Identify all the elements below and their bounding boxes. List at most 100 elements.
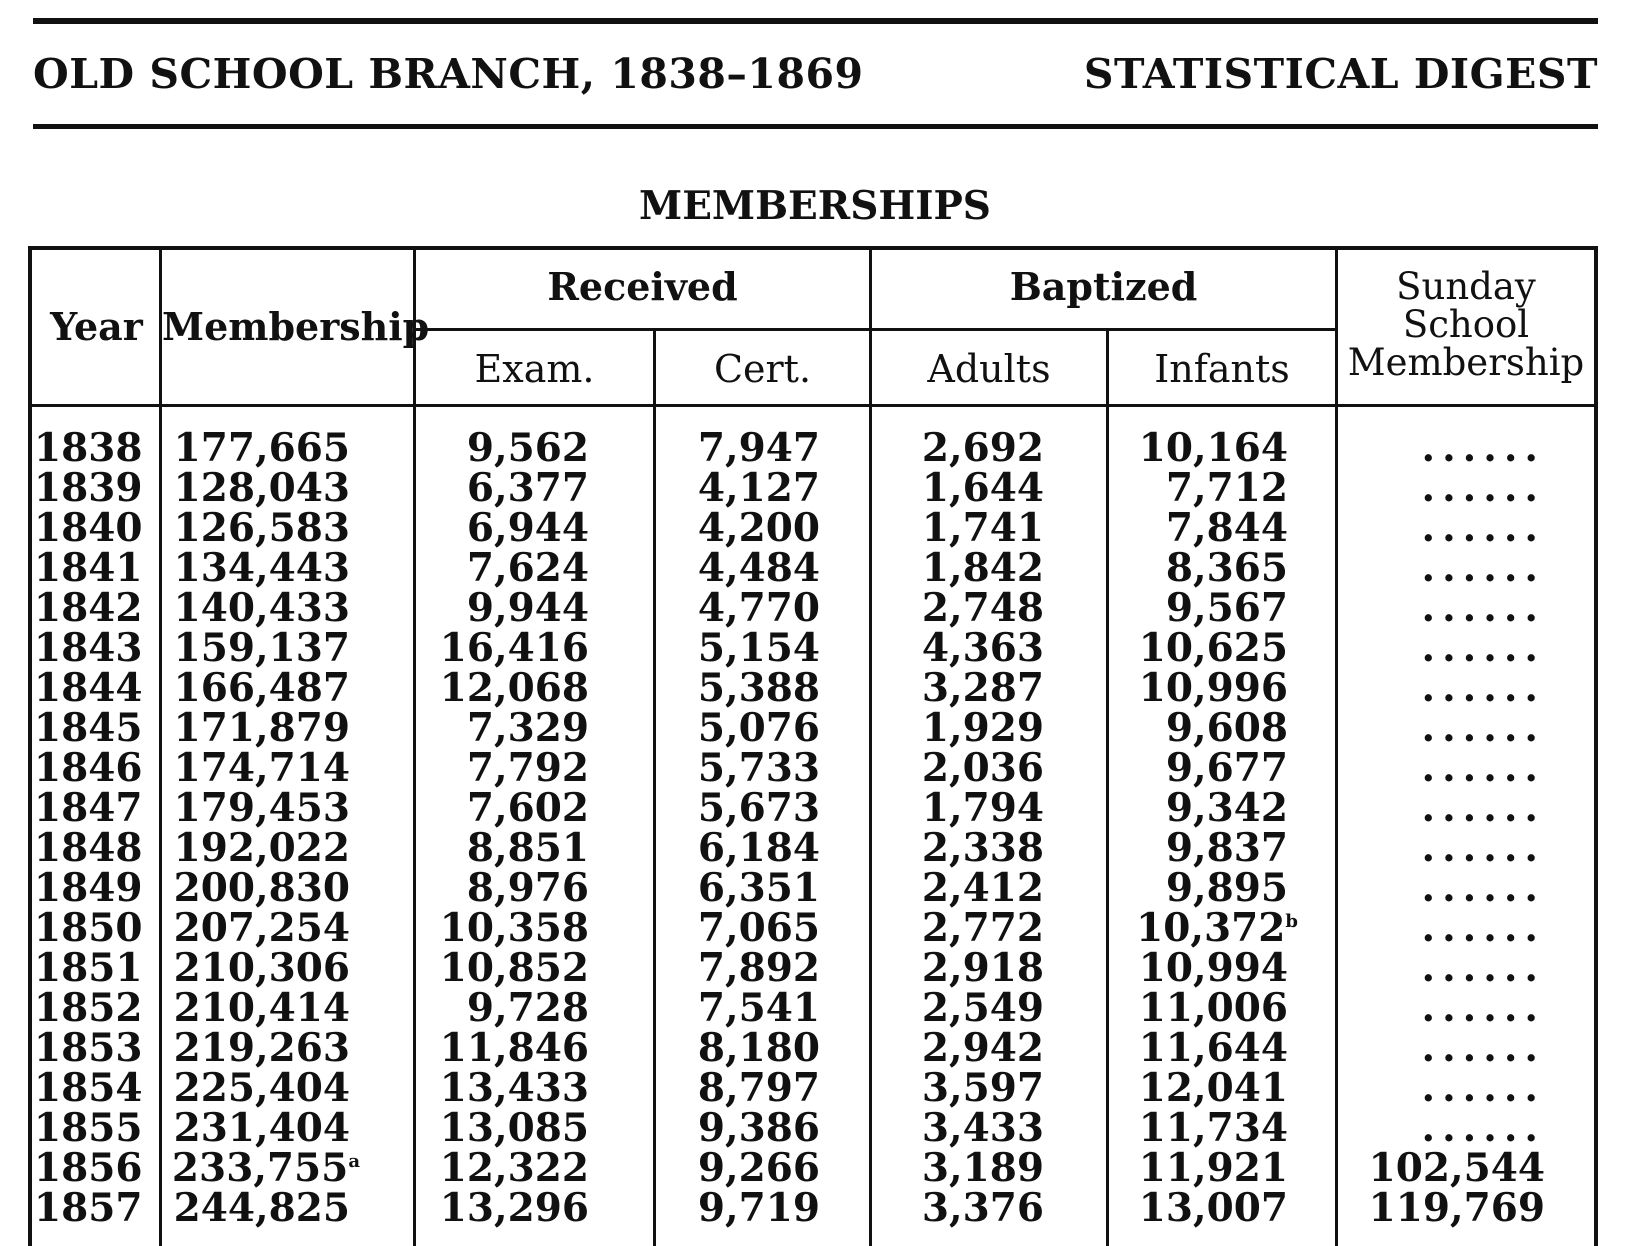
table-cell-adults: 2,748 [872, 588, 1044, 628]
cell-value: 9,837 [1165, 825, 1288, 871]
cell-value: 13,433 [439, 1065, 589, 1111]
table-cell-infants: 9,342 [1109, 788, 1298, 828]
cell-value: 1848 [34, 825, 143, 871]
column-rule [869, 246, 872, 1246]
cell-value: 1843 [34, 625, 143, 671]
table-cell-membership: 140,433 [162, 588, 360, 628]
cell-value: 4,770 [697, 585, 820, 631]
table-cell-sunday: ...... [1338, 428, 1545, 468]
table-cell-sunday: ...... [1338, 508, 1545, 548]
cell-value: 3,376 [921, 1185, 1044, 1231]
cell-value: 9,342 [1165, 785, 1288, 831]
header-membership: Membership [162, 304, 430, 349]
cell-value: 2,036 [921, 745, 1044, 791]
cell-value: 5,076 [697, 705, 820, 751]
table-cell-year: 1850 [34, 908, 143, 948]
cell-value: 171,879 [173, 705, 350, 751]
cell-value: 219,263 [173, 1025, 350, 1071]
cell-value: ...... [1421, 825, 1545, 871]
cell-value: 2,748 [921, 585, 1044, 631]
table-cell-cert: 6,184 [656, 828, 820, 868]
table-cell-sunday: ...... [1338, 828, 1545, 868]
cell-value: 9,719 [697, 1185, 820, 1231]
cell-value: ...... [1421, 425, 1545, 471]
table-cell-adults: 1,644 [872, 468, 1044, 508]
table-cell-sunday: ...... [1338, 908, 1545, 948]
cell-value: 1838 [34, 425, 143, 471]
cell-value: 1840 [34, 505, 143, 551]
table-cell-cert: 5,076 [656, 708, 820, 748]
table-cell-adults: 1,741 [872, 508, 1044, 548]
table-cell-membership: 231,404 [162, 1108, 360, 1148]
column-rule [159, 246, 162, 1246]
cell-value: 233,755 [171, 1145, 349, 1191]
table-cell-adults: 2,918 [872, 948, 1044, 988]
table-cell-membership: 159,137 [162, 628, 360, 668]
column-membership: 177,665 128,043 126,583 134,443 140,433 159,1… [162, 428, 360, 1228]
header-year: Year [50, 304, 143, 349]
footnote-marker: b [1285, 911, 1298, 932]
header-sunday-line: Membership [1347, 341, 1585, 384]
cell-value: 9,944 [466, 585, 589, 631]
cell-value: 11,644 [1138, 1025, 1288, 1071]
table-cell-infants: 13,007 [1109, 1188, 1298, 1228]
table-cell-year: 1857 [34, 1188, 143, 1228]
table-cell-year: 1841 [34, 545, 143, 591]
table-cell-infants: 12,041 [1109, 1068, 1298, 1108]
table-cell-exam: 8,851 [416, 828, 589, 868]
cell-value: ...... [1421, 705, 1545, 751]
table-cell-membership: 210,414 [162, 988, 360, 1028]
cell-value: 244,825 [173, 1185, 350, 1231]
table-cell-adults: 2,338 [872, 828, 1044, 868]
table-cell-exam: 9,728 [416, 988, 589, 1028]
table-cell-cert: 7,892 [656, 948, 820, 988]
table-cell-cert: 9,719 [656, 1188, 820, 1228]
cell-value: 231,404 [173, 1105, 350, 1151]
cell-value: 3,189 [921, 1145, 1044, 1191]
table-cell-infants: 8,365 [1109, 548, 1298, 588]
table-cell-sunday: ...... [1338, 1028, 1545, 1068]
table-cell-infants: 7,712 [1109, 468, 1298, 508]
running-header-left: OLD SCHOOL BRANCH, 1838–1869 [33, 50, 864, 98]
table-cell-membership: 210,306 [162, 948, 360, 988]
cell-value: 7,892 [697, 945, 820, 991]
header-sunday-line: School [1402, 303, 1530, 346]
table-cell-exam: 7,792 [416, 748, 589, 788]
table-cell-year: 1840 [34, 505, 143, 551]
column-rule [1106, 330, 1109, 1246]
table-cell-adults: 1,794 [872, 788, 1044, 828]
table-cell-year: 1844 [34, 665, 143, 711]
cell-value: 177,665 [173, 425, 350, 471]
header-exam: Exam. [474, 347, 595, 391]
cell-value: 7,541 [697, 985, 820, 1031]
table-cell-sunday: ...... [1338, 468, 1545, 508]
header-sunday-line: Sunday [1396, 265, 1536, 308]
table-cell-adults: 2,412 [872, 868, 1044, 908]
cell-value: 9,266 [697, 1145, 820, 1191]
cell-value: 13,085 [439, 1105, 589, 1151]
cell-value: 9,728 [466, 985, 589, 1031]
cell-value: 10,994 [1138, 945, 1288, 991]
header-baptized: Baptized [1009, 264, 1198, 309]
cell-value: 12,068 [439, 665, 589, 711]
header-infants: Infants [1154, 347, 1290, 391]
table-cell-adults: 1,929 [872, 708, 1044, 748]
cell-value: ...... [1421, 945, 1545, 991]
cell-value: 1856 [34, 1145, 143, 1191]
cell-value: 1844 [34, 665, 143, 711]
cell-value: 13,007 [1138, 1185, 1288, 1231]
table-cell-adults: 2,549 [872, 988, 1044, 1028]
table-title: MEMBERSHIPS [639, 183, 991, 229]
table-cell-infants: 11,644 [1109, 1028, 1298, 1068]
table-cell-adults: 1,842 [872, 548, 1044, 588]
table-cell-year: 1856 [34, 1145, 143, 1191]
running-header-right: STATISTICAL DIGEST [1083, 50, 1598, 98]
cell-value: 7,844 [1165, 505, 1288, 551]
top-rule [33, 18, 1598, 24]
cell-value: 1841 [34, 545, 143, 591]
table-cell-membership: 207,254 [162, 908, 360, 948]
table-cell-year: 1852 [34, 988, 143, 1028]
cell-value: 140,433 [173, 585, 350, 631]
table-cell-exam: 16,416 [416, 628, 589, 668]
cell-value: 1846 [34, 745, 143, 791]
